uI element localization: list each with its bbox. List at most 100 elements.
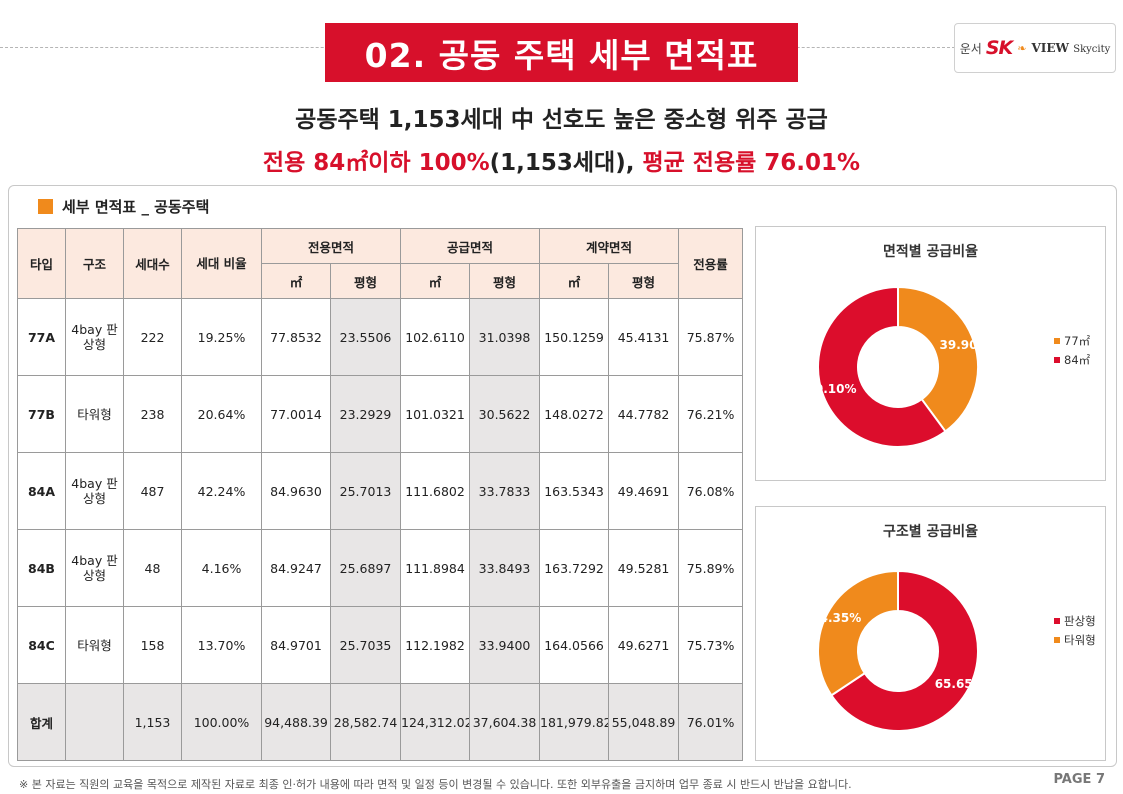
header-sqm: ㎡	[539, 263, 610, 299]
donut-slice	[817, 285, 947, 448]
donut-slice	[830, 569, 979, 732]
cell-ratio: 20.64%	[181, 375, 262, 453]
table-row: 84A 4bay 판상형 487 42.24% 84.9630 25.7013 …	[17, 452, 744, 530]
header-pyeong: 평형	[329, 263, 402, 299]
header-pyeong: 평형	[469, 263, 541, 299]
cell-ex-pyeong: 28,582.74	[329, 683, 402, 761]
header-exclusive: 전용면적	[260, 228, 402, 264]
cell-rate: 76.21%	[678, 375, 744, 453]
cell-ratio: 42.24%	[181, 452, 262, 530]
header-exclusive-rate: 전용률	[678, 228, 744, 299]
logo-sk: SK	[985, 37, 1013, 59]
slice-label: 60.10%	[807, 382, 857, 396]
cell-con-pyeong: 49.4691	[608, 452, 680, 530]
headline-line1: 공동주택 1,153세대 中 선호도 높은 중소형 위주 공급	[295, 107, 828, 133]
cell-sup-pyeong: 33.9400	[469, 606, 541, 684]
cell-rate: 75.73%	[678, 606, 744, 684]
cell-households: 222	[123, 298, 182, 376]
cell-ex-pyeong: 25.7013	[329, 452, 402, 530]
cell-ratio: 13.70%	[181, 606, 262, 684]
slice-label: 34.35%	[811, 611, 861, 625]
section-square-icon	[38, 199, 53, 214]
cell-ex-sqm: 84.9701	[261, 606, 331, 684]
cell-structure: 타워형	[65, 606, 124, 684]
cell-ex-sqm: 77.8532	[261, 298, 331, 376]
cell-con-sqm: 163.7292	[539, 529, 610, 607]
cell-ex-sqm: 84.9247	[261, 529, 331, 607]
cell-ex-sqm: 94,488.39	[261, 683, 331, 761]
cell-con-sqm: 148.0272	[539, 375, 610, 453]
donut-chart: 65.65% 34.35%	[811, 569, 985, 732]
chart-title: 면적별 공급비율	[882, 244, 979, 260]
legend-label: 84㎡	[1064, 352, 1091, 367]
cell-rate: 76.01%	[678, 683, 744, 761]
legend-swatch	[1054, 636, 1060, 643]
cell-type: 84A	[17, 452, 66, 530]
legend-label: 판상형	[1064, 613, 1096, 628]
area-ratio-chart: 면적별 공급비율 39.90% 60.10% 77㎡ 84㎡	[755, 226, 1106, 481]
header-contract: 계약면적	[539, 228, 680, 264]
cell-con-sqm: 164.0566	[539, 606, 610, 684]
cell-type: 77A	[17, 298, 66, 376]
slice-label: 65.65%	[935, 677, 985, 691]
section-title: 세부 면적표 _ 공동주택	[62, 198, 210, 216]
logo-view: VIEW Skycity	[1031, 41, 1111, 55]
table-row: 77B 타워형 238 20.64% 77.0014 23.2929 101.0…	[17, 375, 744, 453]
legend-swatch	[1054, 337, 1060, 344]
cell-sup-sqm: 112.1982	[400, 606, 471, 684]
header-ratio: 세대 비율	[181, 228, 262, 299]
cell-structure: 4bay 판상형	[65, 452, 124, 530]
cell-rate: 75.89%	[678, 529, 744, 607]
header-households: 세대수	[123, 228, 182, 299]
cell-rate: 75.87%	[678, 298, 744, 376]
cell-sup-pyeong: 30.5622	[469, 375, 541, 453]
header-sqm: ㎡	[400, 263, 471, 299]
cell-con-sqm: 150.1259	[539, 298, 610, 376]
cell-ratio: 4.16%	[181, 529, 262, 607]
cell-structure: 4bay 판상형	[65, 298, 124, 376]
cell-con-pyeong: 49.5281	[608, 529, 680, 607]
cell-type: 84B	[17, 529, 66, 607]
legend-swatch	[1054, 356, 1060, 363]
header-supply: 공급면적	[400, 228, 541, 264]
legend-swatch	[1054, 617, 1060, 624]
cell-households: 487	[123, 452, 182, 530]
area-table: 타입 구조 세대수 세대 비율 전용면적 공급면적 계약면적 전용률 ㎡ 평형 …	[17, 228, 744, 761]
legend-item: 77㎡	[1054, 331, 1090, 350]
cell-ex-pyeong: 23.2929	[329, 375, 402, 453]
cell-type: 합계	[17, 683, 66, 761]
cell-con-pyeong: 49.6271	[608, 606, 680, 684]
cell-sup-pyeong: 37,604.38	[469, 683, 541, 761]
cell-sup-sqm: 124,312.02	[400, 683, 471, 761]
company-logo: 운서 SK ❧ VIEW Skycity	[954, 23, 1116, 73]
cell-sup-sqm: 102.6110	[400, 298, 471, 376]
legend-item: 타워형	[1054, 630, 1096, 649]
legend-item: 84㎡	[1054, 350, 1090, 369]
legend-label: 77㎡	[1064, 333, 1091, 348]
cell-sup-sqm: 101.0321	[400, 375, 471, 453]
header-pyeong: 평형	[608, 263, 680, 299]
cell-con-sqm: 163.5343	[539, 452, 610, 530]
cell-ex-sqm: 84.9630	[261, 452, 331, 530]
cell-structure: 타워형	[65, 375, 124, 453]
cell-sup-pyeong: 33.8493	[469, 529, 541, 607]
footnote: ※ 본 자료는 직원의 교육을 목적으로 제작된 자료로 최종 인·허가 내용에…	[19, 778, 852, 791]
cell-ex-sqm: 77.0014	[261, 375, 331, 453]
cell-sup-sqm: 111.6802	[400, 452, 471, 530]
cell-sup-sqm: 111.8984	[400, 529, 471, 607]
cell-rate: 76.08%	[678, 452, 744, 530]
cell-sup-pyeong: 33.7833	[469, 452, 541, 530]
table-row: 84C 타워형 158 13.70% 84.9701 25.7035 112.1…	[17, 606, 744, 684]
chart-title: 구조별 공급비율	[882, 524, 979, 540]
cell-ex-pyeong: 25.7035	[329, 606, 402, 684]
cell-households: 1,153	[123, 683, 182, 761]
cell-structure: 4bay 판상형	[65, 529, 124, 607]
page-number: PAGE 7	[1053, 772, 1105, 787]
cell-sup-pyeong: 31.0398	[469, 298, 541, 376]
cell-type: 84C	[17, 606, 66, 684]
cell-ratio: 100.00%	[181, 683, 262, 761]
chart-legend: 77㎡ 84㎡	[1054, 331, 1090, 369]
logo-prefix: 운서	[959, 41, 982, 56]
page-title: 02. 공동 주택 세부 면적표	[325, 23, 798, 82]
content-panel: 세부 면적표 _ 공동주택 타입 구조 세대수 세대 비율 전용면적 공급면적 …	[8, 185, 1117, 767]
